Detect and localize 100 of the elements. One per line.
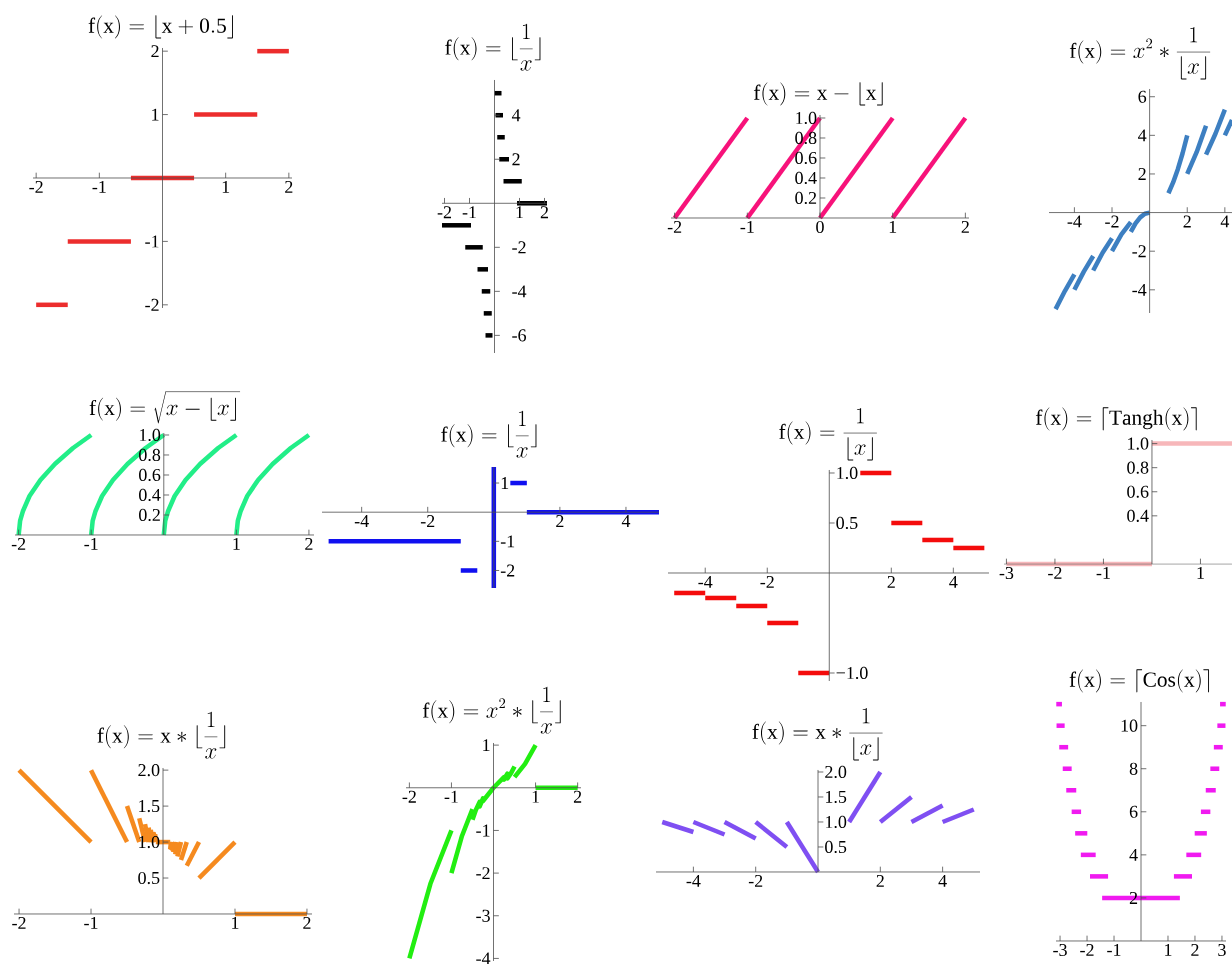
y-tick-label: 1.0 (1128, 437, 1149, 450)
x-tick-label: -2 (12, 916, 26, 929)
y-tick-label: -1 (476, 824, 490, 837)
y-tick-label: 2.0 (138, 764, 160, 777)
y-tick-label: 6 (1129, 805, 1138, 818)
x-tick-label: 4 (938, 874, 947, 887)
chart-title: $\mathrm{f(x)}=\mathrm{x}-\lfloor \mathrm{x}\rfloor$ (753, 82, 883, 106)
x-tick-label: 1 (532, 790, 539, 803)
y-tick-label: 0.6 (1127, 485, 1149, 498)
x-tick-label: 4 (949, 575, 958, 588)
chart-title: $\mathrm{f(x)}=\lfloor \frac{1}{x}\rfloor$ (445, 23, 541, 71)
y-tick-label: 1.0 (796, 111, 817, 125)
x-tick-label: 0 (816, 220, 824, 234)
y-tick-label: 0.4 (139, 488, 161, 502)
y-tick-label: 1 (501, 477, 509, 489)
x-tick-label: 1 (1165, 943, 1172, 956)
x-tick-label: 2 (285, 180, 293, 193)
y-tick-label: 0.8 (1127, 461, 1149, 474)
x-tick-label: 4 (621, 515, 631, 527)
x-tick-label: 2 (1183, 215, 1191, 228)
y-tick-label: 2 (1138, 168, 1146, 180)
x-tick-label: -3 (1053, 943, 1067, 956)
x-tick-label: 2 (540, 206, 549, 219)
x-tick-label: 2 (1191, 943, 1199, 956)
y-tick-label: 0.6 (795, 151, 817, 165)
x-tick-label: 1 (233, 537, 240, 550)
chart-title: $\mathrm{f(x)}=\mathrm{x}\ast \lfloor \frac{1}{x}\rfloor$ (97, 711, 226, 759)
y-tick-label: −1.0 (836, 666, 868, 680)
x-tick-label: -2 (402, 790, 416, 803)
x-tick-label: 1 (222, 180, 230, 193)
x-tick-label: 1 (889, 220, 897, 233)
y-tick-label: -4 (1132, 283, 1147, 296)
x-tick-label: -4 (354, 515, 369, 527)
x-tick-label: 1 (232, 916, 239, 929)
y-tick-label: -2 (512, 241, 526, 254)
chart-title: $\mathrm{f(x)}=x^{2}\ast \frac{1}{\lfloor x\rfloor}$ (1069, 27, 1211, 80)
x-tick-label: -4 (686, 874, 701, 887)
y-tick-label: 0.2 (795, 191, 817, 205)
x-tick-label: -2 (667, 220, 682, 233)
y-tick-label: -6 (512, 329, 527, 342)
y-tick-label: 0.8 (139, 448, 161, 462)
x-tick-label: -2 (748, 874, 763, 887)
y-tick-label: 2 (151, 45, 159, 58)
x-tick-label: -2 (420, 515, 435, 528)
y-tick-label: 1 (152, 108, 159, 121)
y-tick-label: 1.5 (139, 800, 160, 813)
x-tick-label: 2 (305, 537, 313, 550)
x-tick-label: -2 (760, 575, 774, 588)
y-tick-label: 4 (1138, 129, 1147, 142)
x-tick-label: -2 (1048, 566, 1062, 579)
x-tick-label: -2 (11, 537, 26, 550)
x-tick-label: -1 (84, 916, 98, 929)
x-tick-label: -1 (1096, 566, 1110, 579)
chart-title: $\mathrm{f(x)}=\mathrm{x}\ast \frac{1}{\lfloor x\rfloor}$ (752, 708, 883, 761)
chart-title: $\mathrm{f(x)}=\lfloor \mathrm{x+0.5}\rfloor$ (88, 15, 233, 39)
x-tick-label: -2 (437, 206, 452, 219)
y-tick-label: 1.0 (139, 428, 161, 442)
y-tick-label: 8 (1129, 762, 1138, 775)
x-tick-label: -2 (1105, 215, 1119, 228)
y-tick-label: 2.0 (825, 765, 847, 779)
y-tick-label: 1 (483, 739, 490, 752)
y-tick-label: 0.5 (138, 871, 160, 885)
y-tick-label: 0.2 (139, 508, 160, 522)
x-tick-label: -1 (740, 220, 754, 233)
x-tick-label: 2 (876, 874, 884, 887)
x-tick-label: 4 (1220, 215, 1230, 228)
chart-title: $\mathrm{f(x)}=x^{2}\ast \lfloor \frac{1}{x}\rfloor$ (422, 686, 561, 734)
y-tick-label: 1.0 (837, 466, 858, 480)
chart-title: $\mathrm{f(x)}=\frac{1}{\lfloor x\rfloor}$ (779, 408, 877, 461)
x-tick-label: -2 (29, 180, 43, 193)
x-tick-label: 2 (556, 515, 564, 528)
x-tick-label: 2 (303, 916, 311, 929)
y-tick-label: 6 (1138, 90, 1147, 103)
y-tick-label: -4 (476, 952, 491, 964)
y-tick-label: 0.4 (795, 171, 817, 185)
x-tick-label: -2 (1080, 943, 1094, 956)
chart-title: $\mathrm{f(x)}=\lfloor \frac{1}{x}\rfloor$ (441, 410, 537, 458)
chart-title: $\mathrm{f(x)}=\lceil \mathrm{Cos(x)}\rceil$ (1069, 669, 1210, 693)
y-tick-label: -2 (145, 298, 159, 311)
y-tick-label: -2 (1132, 245, 1146, 258)
y-tick-label: -4 (512, 285, 527, 298)
x-tick-label: -1 (462, 206, 476, 219)
x-tick-label: 3 (1218, 943, 1226, 956)
x-tick-label: -4 (698, 575, 713, 588)
x-tick-label: 2 (887, 575, 895, 588)
y-tick-label: 1.0 (826, 815, 847, 829)
x-tick-label: -1 (444, 790, 458, 803)
x-tick-label: -3 (999, 566, 1014, 579)
x-tick-label: -1 (1107, 943, 1121, 956)
x-tick-label: -4 (1067, 215, 1082, 228)
chart-title: $\mathrm{f(x)}=\sqrt{x-\lfloor x\rfloor}$ (89, 391, 241, 424)
y-tick-label: 0.6 (139, 468, 161, 482)
chart-title: $\mathrm{f(x)}=\lceil \mathrm{Tangh(x)}\rceil$ (1035, 407, 1197, 431)
x-tick-label: -1 (92, 180, 106, 193)
y-tick-label: 1.5 (826, 790, 847, 804)
y-tick-label: 2 (512, 153, 520, 166)
x-tick-label: 1 (1197, 566, 1204, 579)
y-tick-label: 0.5 (836, 516, 858, 530)
y-tick-label: 10 (1121, 719, 1138, 732)
y-tick-label: 0.4 (1127, 509, 1149, 522)
